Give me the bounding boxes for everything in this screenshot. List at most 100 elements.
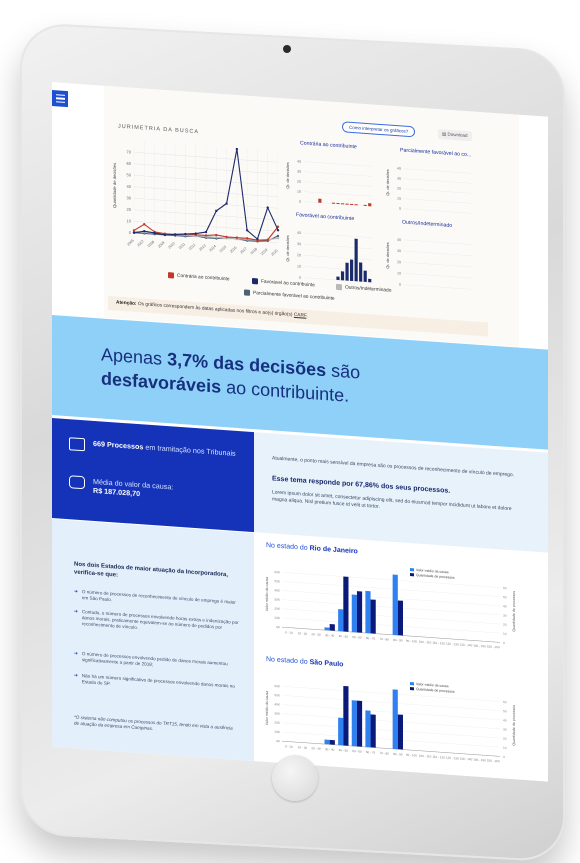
bar bbox=[368, 203, 371, 206]
x-tick-label: 10 - 20 bbox=[298, 631, 308, 636]
x-tick-label: 2009 bbox=[157, 241, 165, 249]
legend-swatch bbox=[410, 687, 414, 690]
state-pre: No estado do bbox=[266, 541, 310, 553]
bar bbox=[341, 271, 344, 280]
screen: JURIMETRIA DA BUSCA Como interpretar os … bbox=[52, 82, 548, 782]
bar bbox=[393, 689, 398, 749]
gridline bbox=[282, 591, 500, 606]
data-point bbox=[205, 234, 207, 237]
y2-tick-label: 40 bbox=[503, 718, 507, 722]
state-title-sp: No estado do São Paulo bbox=[266, 656, 343, 668]
x-tick-label: 10 - 20 bbox=[298, 745, 308, 750]
bar bbox=[371, 714, 376, 747]
bar bbox=[365, 591, 370, 633]
insight-item: ➔ Contudo, o número de processos envolven… bbox=[74, 609, 239, 639]
x-tick-label: 120 - 130 bbox=[446, 756, 459, 761]
bar bbox=[359, 262, 362, 281]
interpret-button[interactable]: Como interpretar os gráficos? bbox=[342, 121, 415, 137]
bar bbox=[398, 714, 403, 749]
gridline bbox=[304, 233, 372, 238]
data-point bbox=[236, 148, 238, 151]
gridline bbox=[304, 244, 372, 249]
x-tick-label: 70 - 80 bbox=[380, 751, 390, 756]
data-point bbox=[164, 234, 166, 237]
state-pre: No estado do bbox=[266, 655, 310, 667]
bar bbox=[368, 279, 371, 283]
state-name: São Paulo bbox=[309, 659, 344, 669]
x-tick-label: 2008 bbox=[147, 240, 155, 248]
gridline bbox=[282, 732, 500, 747]
attention-link[interactable]: CARF bbox=[293, 312, 307, 319]
data-point bbox=[133, 229, 135, 232]
x-tick-label: 90 - 100 bbox=[406, 639, 417, 644]
y-axis-label: Qt. de decisões bbox=[386, 169, 390, 196]
x-tick-label: 2017 bbox=[239, 246, 247, 254]
x-tick-label: 2007 bbox=[137, 239, 145, 247]
bar bbox=[355, 239, 358, 282]
data-point bbox=[277, 237, 279, 240]
home-button[interactable] bbox=[272, 755, 318, 801]
y-tick-label: 10 bbox=[297, 264, 301, 268]
y-tick-label: 10 bbox=[397, 197, 401, 201]
arrow-icon: ➔ bbox=[74, 650, 78, 656]
y-axis-label: Quantidade de decisões bbox=[112, 163, 117, 208]
legend-swatch bbox=[252, 278, 258, 284]
data-point bbox=[143, 230, 145, 233]
legend-swatch bbox=[410, 682, 414, 685]
bar bbox=[325, 739, 330, 744]
x-tick-label: 0 - 10 bbox=[285, 630, 293, 635]
y-axis-label: Qt. de decisões bbox=[386, 242, 390, 269]
x-tick-label: 30 - 40 bbox=[325, 633, 335, 638]
bar bbox=[371, 599, 376, 633]
bar bbox=[350, 204, 353, 205]
bar bbox=[357, 591, 362, 633]
y2-tick-label: 50 bbox=[503, 595, 507, 599]
data-point bbox=[277, 229, 279, 232]
value-stat: Média do valor da causa: R$ 187.028,70 bbox=[69, 475, 173, 500]
gridline bbox=[282, 723, 500, 738]
x-tick-label: 2015 bbox=[219, 245, 227, 253]
money-icon bbox=[69, 475, 85, 489]
y-tick-label: 30 bbox=[397, 249, 401, 253]
legend-label: Quantidade de processos bbox=[416, 573, 455, 580]
insights-panel: Nos dois Estados de maior atuação da Inc… bbox=[52, 519, 254, 761]
data-point bbox=[143, 223, 145, 226]
insights-note: *O sistema não computou os processos do … bbox=[74, 714, 233, 732]
data-point bbox=[205, 231, 207, 234]
legend-swatch bbox=[410, 573, 414, 576]
processes-count: 669 Processos bbox=[93, 438, 144, 452]
bar bbox=[336, 277, 339, 281]
bar bbox=[345, 263, 348, 281]
x-axis bbox=[282, 627, 500, 642]
y-tick-label: 40K bbox=[274, 702, 281, 706]
y-tick-label: 10 bbox=[297, 190, 301, 194]
y-tick-label: 50K bbox=[274, 579, 281, 583]
legend-contraria[interactable]: Contrária ao contribuinte bbox=[168, 272, 230, 282]
download-button[interactable]: ▤ Download bbox=[438, 129, 472, 141]
y-tick-label: 30 bbox=[297, 242, 301, 246]
x-tick-label: 110 - 120 bbox=[432, 641, 445, 646]
legend-parcial[interactable]: Parcialmente favorável ao contribuinte bbox=[244, 289, 335, 301]
y2-tick-label: 30 bbox=[503, 727, 507, 731]
y-tick-label: 40K bbox=[274, 588, 281, 592]
x-tick-label: 2010 bbox=[167, 241, 175, 249]
x-tick-label: 70 - 80 bbox=[380, 637, 390, 642]
y2-axis-label: Quantidade de processos bbox=[512, 591, 516, 632]
bar bbox=[355, 204, 358, 205]
data-point bbox=[236, 236, 238, 239]
menu-icon[interactable] bbox=[52, 90, 68, 107]
data-point bbox=[246, 237, 248, 240]
gridline bbox=[304, 182, 372, 187]
data-point bbox=[195, 232, 197, 235]
bar bbox=[336, 203, 339, 204]
insight-item: ➔ O número de processos de reconhecimento… bbox=[74, 589, 239, 613]
states-panel: No estado do Rio de Janeiro 0K 0 10K 10 20K 2… bbox=[254, 533, 548, 782]
y-tick-label: 0 bbox=[399, 283, 401, 287]
arrow-icon: ➔ bbox=[74, 588, 78, 594]
y2-axis-label: Quantidade de processos bbox=[512, 705, 516, 746]
data-point bbox=[225, 202, 227, 205]
bar bbox=[365, 710, 370, 747]
processes-desc: em tramitação nos Tribunais bbox=[143, 442, 236, 458]
gridline bbox=[404, 179, 472, 184]
